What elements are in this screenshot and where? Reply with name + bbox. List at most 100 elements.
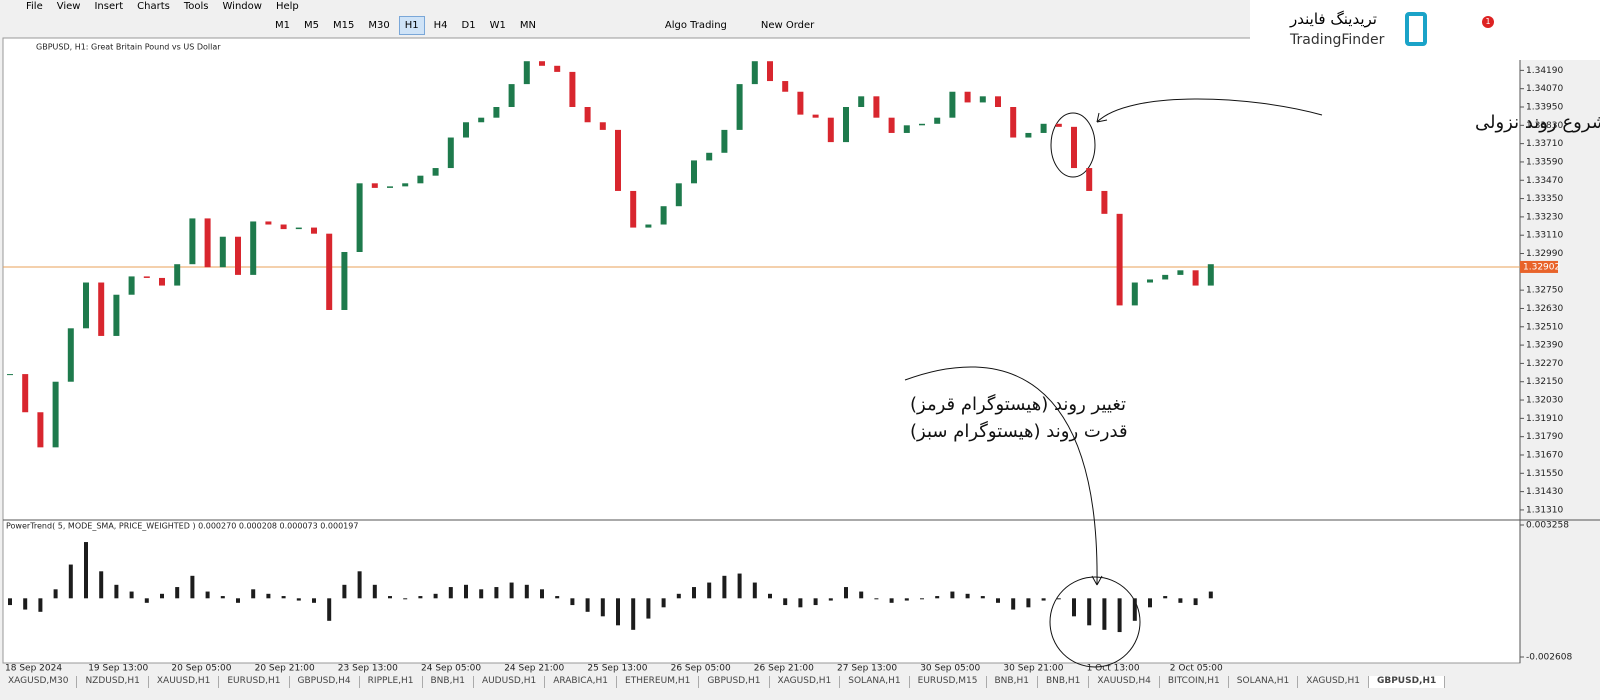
menu-item[interactable]: Charts <box>137 1 170 12</box>
symbol-tab[interactable]: GBPUSD,H1 <box>1368 676 1446 688</box>
candle <box>767 61 773 82</box>
candle <box>888 117 895 133</box>
candle <box>1162 274 1169 280</box>
candle <box>584 107 591 123</box>
symbol-tab[interactable]: RIPPLE,H1 <box>360 676 423 688</box>
arrow-head <box>1091 575 1103 586</box>
histogram-bar <box>859 591 864 599</box>
symbol-tab[interactable]: ETHEREUM,H1 <box>617 676 700 688</box>
candle <box>873 96 880 118</box>
symbol-tab[interactable]: ARABICA,H1 <box>545 676 618 688</box>
y-tick-label: 1.31310 <box>1526 505 1563 515</box>
symbol-tab[interactable]: XAUUSD,H4 <box>1089 676 1160 688</box>
timeframe-button[interactable]: D1 <box>461 19 476 31</box>
x-tick-label: 26 Sep 21:00 <box>754 664 814 674</box>
y-tick-label: 1.31430 <box>1526 487 1563 497</box>
current-price-label: 1.32902 <box>1523 262 1560 272</box>
timeframe-button[interactable]: MN <box>519 19 536 31</box>
annotation: تغییر روند (هیستوگرام قرمز) <box>910 393 1126 415</box>
arrow-head <box>1096 112 1108 123</box>
symbol-tab[interactable]: EURUSD,H1 <box>219 676 290 688</box>
x-tick-label: 20 Sep 05:00 <box>171 664 231 674</box>
histogram-bar <box>813 598 818 606</box>
symbol-tab[interactable]: BNB,H1 <box>1038 676 1090 688</box>
y-tick-label: 0.003258 <box>1526 520 1569 530</box>
y-tick-label: 1.33830 <box>1526 121 1563 131</box>
histogram-bar <box>372 584 377 599</box>
y-tick-label: 1.34070 <box>1526 84 1563 94</box>
histogram-bar <box>1208 591 1213 599</box>
histogram-bar <box>904 598 909 601</box>
symbol-tab[interactable]: XAGUSD,H1 <box>770 676 841 688</box>
candle <box>311 227 317 234</box>
chart-title: GBPUSD, H1: Great Britain Pound vs US Do… <box>36 43 221 52</box>
histogram-bar <box>1102 598 1107 630</box>
histogram-bar <box>479 589 484 599</box>
timeframe-button[interactable]: M30 <box>368 19 390 31</box>
timeframe-button[interactable]: M1 <box>275 19 290 31</box>
menu-item[interactable]: Tools <box>183 1 209 12</box>
annotation: قدرت روند (هیستوگرام سبز) <box>910 420 1128 442</box>
symbol-tab[interactable]: BNB,H1 <box>423 676 474 688</box>
candle <box>204 218 211 268</box>
arrow <box>1096 98 1323 123</box>
candle <box>295 227 302 230</box>
timeframe-button[interactable]: M5 <box>304 19 319 31</box>
symbol-tab[interactable]: XAGUSD,M30 <box>0 676 78 688</box>
y-tick-label: 1.31670 <box>1526 450 1563 460</box>
y-tick-label: 1.34190 <box>1526 66 1563 76</box>
symbol-tab[interactable]: EURUSD,M15 <box>910 676 987 688</box>
candle <box>326 233 333 310</box>
symbol-tab[interactable]: XAUUSD,H1 <box>149 676 220 688</box>
candle <box>143 276 150 278</box>
y-tick-label: 1.33230 <box>1526 212 1563 222</box>
menu-item[interactable]: Window <box>222 1 262 12</box>
histogram-bar <box>798 598 803 608</box>
symbol-tab[interactable]: NZDUSD,H1 <box>77 676 149 688</box>
histogram-bar <box>950 591 955 599</box>
timeframe-button[interactable]: M15 <box>333 19 355 31</box>
symbol-tab[interactable]: XAGUSD,H1 <box>1298 676 1369 688</box>
symbol-tab[interactable]: AUDUSD,H1 <box>474 676 546 688</box>
menu-item[interactable]: Insert <box>94 1 124 12</box>
x-tick-label: 26 Sep 05:00 <box>671 664 731 674</box>
timeframe-button[interactable]: H4 <box>433 19 448 31</box>
toolbar: M1 M5 M15 M30 H1 H4 D1 W1 MN Algo Trading New Orde… <box>0 13 1600 37</box>
new-order-button[interactable]: New Order <box>760 19 815 31</box>
x-tick-label: 24 Sep 05:00 <box>421 664 481 674</box>
symbol-tab[interactable]: BNB,H1 <box>987 676 1038 688</box>
histogram-bar <box>752 582 757 599</box>
x-tick-label: 20 Sep 21:00 <box>255 664 315 674</box>
candle <box>83 282 89 329</box>
symbol-tab[interactable]: GBPUSD,H4 <box>290 676 360 688</box>
chart-area <box>2 37 1521 664</box>
histogram-bar <box>144 598 149 603</box>
histogram-bar <box>84 542 88 599</box>
candle <box>371 183 378 188</box>
candle <box>1025 132 1032 138</box>
timeframe-button[interactable]: H1 <box>398 15 425 35</box>
symbol-tab[interactable]: GBPUSD,H1 <box>699 676 770 688</box>
candle <box>964 91 971 103</box>
candle <box>113 294 120 336</box>
candle <box>554 65 561 72</box>
timeframe-button[interactable]: W1 <box>489 19 506 31</box>
menu-item[interactable]: View <box>56 1 81 12</box>
menu-item[interactable]: File <box>26 1 43 12</box>
candle <box>903 125 910 133</box>
candle <box>265 221 272 225</box>
candle <box>98 282 105 336</box>
algo-trading-button[interactable]: Algo Trading <box>664 19 727 31</box>
symbol-tab[interactable]: BITCOIN,H1 <box>1160 676 1229 688</box>
symbol-tab[interactable]: SOLANA,H1 <box>840 676 910 688</box>
histogram-bar <box>737 573 742 599</box>
symbol-tab[interactable]: SOLANA,H1 <box>1229 676 1299 688</box>
histogram-bar <box>874 598 879 600</box>
candle <box>1071 126 1077 169</box>
histogram-bar <box>631 598 636 630</box>
menu-item[interactable]: Help <box>275 1 299 12</box>
candle <box>402 183 409 187</box>
histogram-bar <box>980 596 985 599</box>
histogram-bar <box>768 593 772 599</box>
x-tick-label: 30 Sep 21:00 <box>1003 664 1063 674</box>
